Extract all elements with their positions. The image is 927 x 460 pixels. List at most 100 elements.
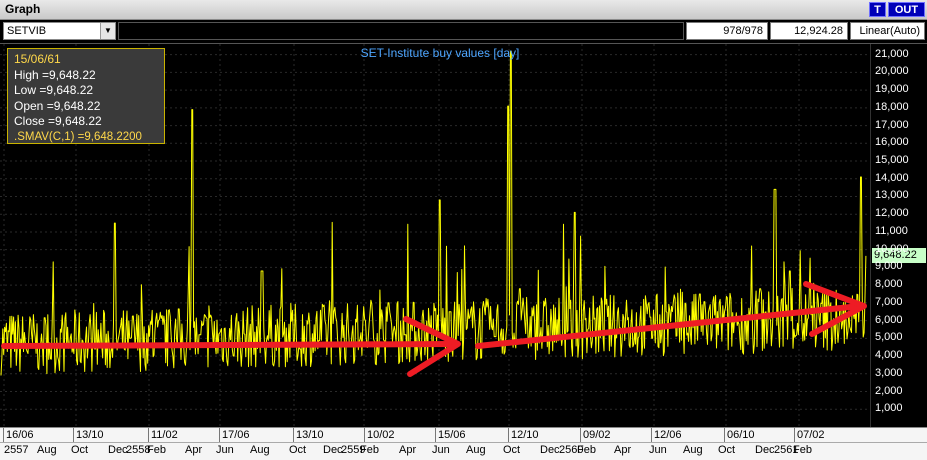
x-tick-label: 13/10 <box>296 429 324 441</box>
x-month-label: Dec <box>108 444 128 456</box>
scale-select[interactable]: Linear(Auto) <box>850 22 925 40</box>
y-tick-label: 21,000 <box>875 47 909 60</box>
x-tick-label: 10/02 <box>367 429 395 441</box>
x-month-label: Apr <box>399 444 417 456</box>
ohlc-info-box: 15/06/61 High =9,648.22 Low =9,648.22 Op… <box>7 48 165 144</box>
x-month-label: Feb <box>147 444 166 456</box>
x-tick-label: 16/06 <box>6 429 34 441</box>
x-month-label: Dec <box>540 444 560 456</box>
out-button[interactable]: OUT <box>888 2 925 17</box>
x-month-label: Apr <box>614 444 632 456</box>
x-month-label: 2559 <box>341 444 366 456</box>
info-smav: .SMAV(C,1) =9,648.2200 <box>14 130 142 143</box>
y-tick-label: 7,000 <box>875 295 903 308</box>
x-tick-mark <box>148 428 149 443</box>
x-tick-label: 11/02 <box>151 429 178 441</box>
y-tick-label: 3,000 <box>875 366 903 379</box>
last-value-label: 9,648.22 <box>872 247 926 263</box>
x-tick-label: 15/06 <box>438 429 466 441</box>
x-month-label: Aug <box>683 444 703 456</box>
y-tick-label: 20,000 <box>875 65 909 78</box>
x-tick-mark <box>508 428 509 443</box>
y-tick-label: 1,000 <box>875 402 903 415</box>
x-month-label: 2560 <box>559 444 584 456</box>
y-tick-label: 19,000 <box>875 83 909 96</box>
x-tick-label: 06/10 <box>727 429 755 441</box>
y-tick-label: 15,000 <box>875 154 909 167</box>
y-tick-label: 4,000 <box>875 349 903 362</box>
x-axis-months[interactable]: 2557 Aug Oct Dec 2558 Feb Apr Jun Aug Oct Dec 2559 F… <box>0 442 927 460</box>
x-tick-mark <box>73 428 74 443</box>
info-high: High =9,648.22 <box>14 67 96 82</box>
chart-grid <box>0 44 870 427</box>
x-month-label: 2558 <box>126 444 151 456</box>
x-tick-label: 07/02 <box>797 429 825 441</box>
x-month-label: Oct <box>503 444 521 456</box>
x-tick-mark <box>794 428 795 443</box>
x-month-label: Jun <box>216 444 234 456</box>
y-tick-label: 9,000 <box>875 260 903 273</box>
x-tick-mark <box>364 428 365 443</box>
x-month-label: Aug <box>37 444 57 456</box>
x-month-label: Feb <box>577 444 596 456</box>
y-axis[interactable]: 9,648.22 1,000 2,000 3,000 4,000 5,000 6,000 7… <box>870 44 927 427</box>
x-tick-mark <box>651 428 652 443</box>
x-month-label: 2557 <box>4 444 29 456</box>
info-open: Open =9,648.22 <box>14 98 101 113</box>
x-tick-label: 12/06 <box>654 429 682 441</box>
last-value-field: 12,924.28 <box>770 22 848 40</box>
info-close: Close =9,648.22 <box>14 114 102 128</box>
x-month-label: Feb <box>360 444 379 456</box>
window-titlebar: Graph T OUT <box>0 0 927 20</box>
x-tick-label: 17/06 <box>222 429 250 441</box>
x-tick-label: 09/02 <box>583 429 611 441</box>
symbol-value: SETVIB <box>7 25 47 37</box>
y-tick-label: 17,000 <box>875 118 909 131</box>
y-tick-label: 6,000 <box>875 313 903 326</box>
t-button[interactable]: T <box>869 2 886 17</box>
x-tick-label: 13/10 <box>76 429 104 441</box>
x-month-label: Aug <box>250 444 270 456</box>
x-tick-mark <box>293 428 294 443</box>
y-tick-label: 12,000 <box>875 207 909 220</box>
x-month-label: Jun <box>432 444 450 456</box>
window-title: Graph <box>5 2 41 16</box>
y-tick-label: 10,000 <box>875 242 909 255</box>
chart-toolbar: SETVIB ▼ 978/978 12,924.28 Linear(Auto) <box>0 20 927 44</box>
x-tick-mark <box>580 428 581 443</box>
y-tick-label: 18,000 <box>875 100 909 113</box>
y-tick-label: 5,000 <box>875 331 903 344</box>
x-month-label: Apr <box>185 444 203 456</box>
x-month-label: Jun <box>649 444 667 456</box>
x-tick-label: 12/10 <box>511 429 539 441</box>
y-tick-label: 13,000 <box>875 189 909 202</box>
x-month-label: Aug <box>466 444 486 456</box>
x-tick-mark <box>724 428 725 443</box>
x-axis-dates[interactable]: 16/06 13/10 11/02 17/06 13/10 10/02 15/06 12/10… <box>0 427 927 443</box>
price-chart[interactable] <box>0 44 870 427</box>
y-tick-label: 2,000 <box>875 384 903 397</box>
info-low: Low =9,648.22 <box>14 83 94 97</box>
record-count: 978/978 <box>686 22 768 40</box>
x-month-label: Oct <box>718 444 736 456</box>
x-month-label: Feb <box>793 444 812 456</box>
chevron-down-icon[interactable]: ▼ <box>100 23 115 39</box>
x-month-label: Oct <box>71 444 89 456</box>
arrow-left-segment <box>1 316 461 377</box>
symbol-select[interactable]: SETVIB ▼ <box>3 22 116 40</box>
x-tick-mark <box>435 428 436 443</box>
arrow-right-segment <box>475 281 867 349</box>
y-tick-label: 11,000 <box>875 224 908 237</box>
x-month-label: Oct <box>289 444 307 456</box>
y-tick-label: 8,000 <box>875 278 903 291</box>
x-month-label: Dec <box>323 444 343 456</box>
info-date: 15/06/61 <box>14 52 61 66</box>
x-month-label: 2561 <box>774 444 799 456</box>
y-tick-label: 14,000 <box>875 171 909 184</box>
x-tick-mark <box>3 428 4 443</box>
y-tick-label: 16,000 <box>875 136 909 149</box>
empty-field <box>118 22 684 40</box>
chart-title: SET-Institute buy values [day] <box>360 46 520 60</box>
x-month-label: Dec <box>755 444 775 456</box>
x-tick-mark <box>219 428 220 443</box>
